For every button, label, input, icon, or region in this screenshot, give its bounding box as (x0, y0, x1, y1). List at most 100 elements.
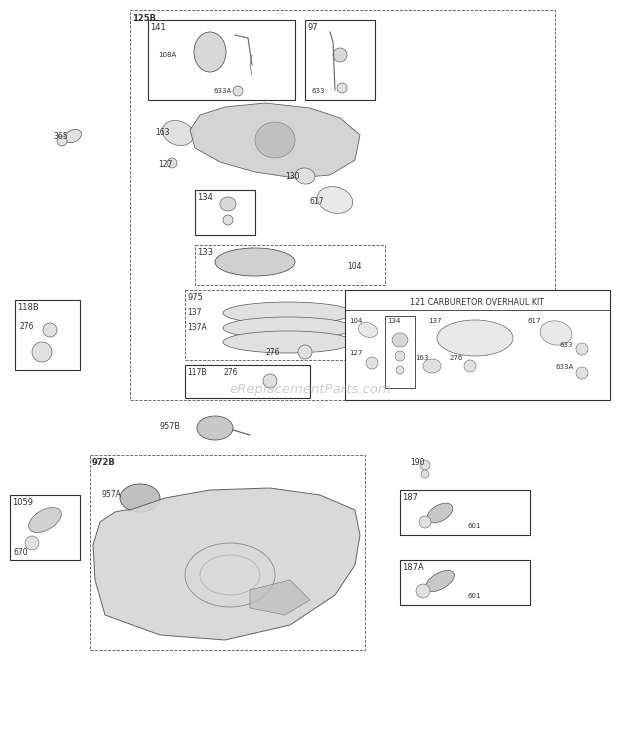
Ellipse shape (427, 503, 453, 523)
Text: 137: 137 (187, 308, 202, 317)
Bar (385, 316, 415, 388)
Ellipse shape (255, 122, 295, 158)
Text: 633: 633 (312, 88, 326, 94)
Text: 276: 276 (19, 322, 33, 331)
Circle shape (576, 343, 588, 355)
Bar (10, 495, 80, 560)
Circle shape (366, 357, 378, 369)
Text: 130: 130 (285, 172, 299, 181)
Ellipse shape (437, 320, 513, 356)
Text: 97: 97 (307, 23, 317, 32)
Ellipse shape (295, 168, 315, 184)
Bar (345, 290, 610, 400)
Text: 137A: 137A (187, 323, 206, 332)
Circle shape (167, 158, 177, 168)
Circle shape (233, 86, 243, 96)
Ellipse shape (317, 186, 353, 213)
Circle shape (25, 536, 39, 550)
Text: 141: 141 (150, 23, 166, 32)
Text: 633: 633 (560, 342, 574, 348)
Text: 276: 276 (265, 348, 280, 357)
Bar (15, 300, 80, 370)
Text: 365: 365 (53, 132, 68, 141)
Circle shape (337, 83, 347, 93)
Circle shape (416, 584, 430, 598)
Circle shape (57, 136, 67, 146)
Text: 617: 617 (310, 197, 324, 206)
Ellipse shape (197, 416, 233, 440)
Ellipse shape (223, 317, 353, 339)
Text: 108A: 108A (158, 52, 176, 58)
Circle shape (263, 374, 277, 388)
Text: 127: 127 (158, 160, 172, 169)
Text: 127: 127 (349, 350, 362, 356)
Text: 957A: 957A (102, 490, 122, 499)
Bar (90, 455, 365, 650)
Bar (195, 190, 255, 235)
Text: 104: 104 (347, 262, 361, 271)
Bar (400, 560, 530, 605)
Circle shape (395, 351, 405, 361)
Text: 104: 104 (349, 318, 362, 324)
Text: 163: 163 (155, 128, 169, 137)
Text: 137: 137 (428, 318, 441, 324)
Ellipse shape (223, 302, 353, 324)
Bar (185, 290, 390, 360)
Ellipse shape (64, 130, 82, 143)
Text: 617: 617 (527, 318, 541, 324)
Text: 187A: 187A (402, 563, 423, 572)
Bar (148, 20, 295, 100)
Bar (305, 20, 375, 100)
Text: 633A: 633A (213, 88, 231, 94)
Ellipse shape (392, 333, 408, 347)
Ellipse shape (215, 248, 295, 276)
Ellipse shape (358, 323, 378, 337)
Text: 975: 975 (187, 293, 203, 302)
Ellipse shape (29, 508, 61, 533)
Text: 187: 187 (402, 493, 418, 502)
Polygon shape (190, 103, 360, 178)
Text: 118B: 118B (17, 303, 38, 312)
Ellipse shape (423, 359, 441, 373)
Text: 276: 276 (223, 368, 237, 377)
Ellipse shape (162, 121, 193, 146)
Text: 601: 601 (468, 593, 482, 599)
Text: eReplacementParts.com: eReplacementParts.com (229, 383, 391, 397)
Ellipse shape (540, 321, 572, 345)
Polygon shape (93, 488, 360, 640)
Circle shape (43, 323, 57, 337)
Ellipse shape (223, 331, 353, 353)
Text: 972B: 972B (92, 458, 116, 467)
Circle shape (223, 215, 233, 225)
Ellipse shape (220, 197, 236, 211)
Text: 633A: 633A (556, 364, 574, 370)
Text: 601: 601 (468, 523, 482, 529)
Ellipse shape (194, 32, 226, 72)
Circle shape (419, 516, 431, 528)
Text: 957B: 957B (160, 422, 181, 431)
Circle shape (32, 342, 52, 362)
Polygon shape (250, 580, 310, 615)
Text: 134: 134 (197, 193, 213, 202)
Bar (195, 245, 385, 285)
Circle shape (576, 367, 588, 379)
Ellipse shape (425, 571, 454, 591)
Text: 190: 190 (410, 458, 425, 467)
Text: 121 CARBURETOR OVERHAUL KIT: 121 CARBURETOR OVERHAUL KIT (410, 298, 544, 307)
Text: 276: 276 (450, 355, 463, 361)
Bar (185, 365, 310, 398)
Circle shape (421, 470, 429, 478)
Text: 670: 670 (14, 548, 29, 557)
Text: 163: 163 (415, 355, 428, 361)
Ellipse shape (120, 484, 160, 512)
Text: 117B: 117B (187, 368, 206, 377)
Bar (400, 490, 530, 535)
Circle shape (298, 345, 312, 359)
Text: 134: 134 (387, 318, 401, 324)
Circle shape (464, 360, 476, 372)
Circle shape (333, 48, 347, 62)
Bar (130, 10, 555, 400)
Circle shape (420, 460, 430, 470)
Text: 125B: 125B (132, 14, 156, 23)
Circle shape (396, 366, 404, 374)
